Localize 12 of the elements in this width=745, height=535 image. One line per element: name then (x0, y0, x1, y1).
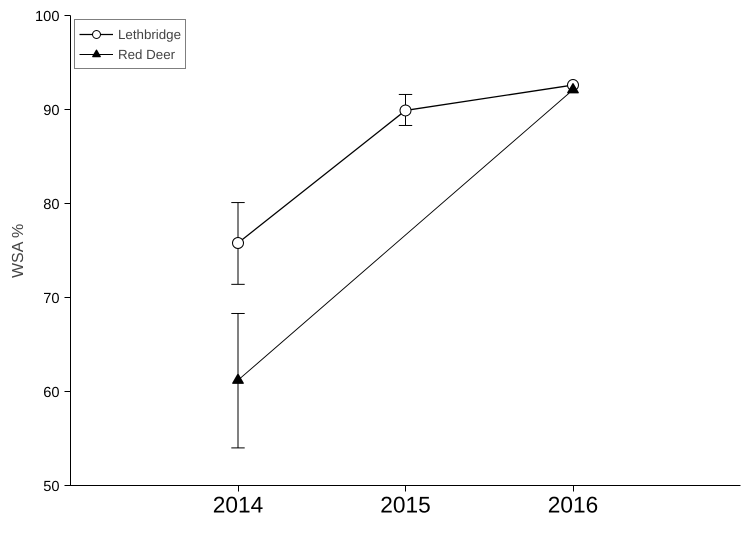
y-tick-label: 80 (43, 197, 60, 213)
y-tick-label: 70 (43, 291, 60, 307)
x-tick-label: 2016 (548, 492, 598, 518)
y-tick-label: 90 (43, 103, 60, 119)
y-tick-label: 50 (43, 479, 60, 495)
x-tick-label: 2015 (380, 492, 431, 518)
y-tick-label: 60 (43, 385, 60, 401)
legend-label: Lethbridge (118, 26, 181, 42)
legend-label: Red Deer (118, 46, 176, 62)
x-tick-label: 2014 (212, 492, 264, 518)
y-tick-label: 100 (35, 9, 60, 25)
y-axis-title: WSA % (10, 224, 28, 278)
